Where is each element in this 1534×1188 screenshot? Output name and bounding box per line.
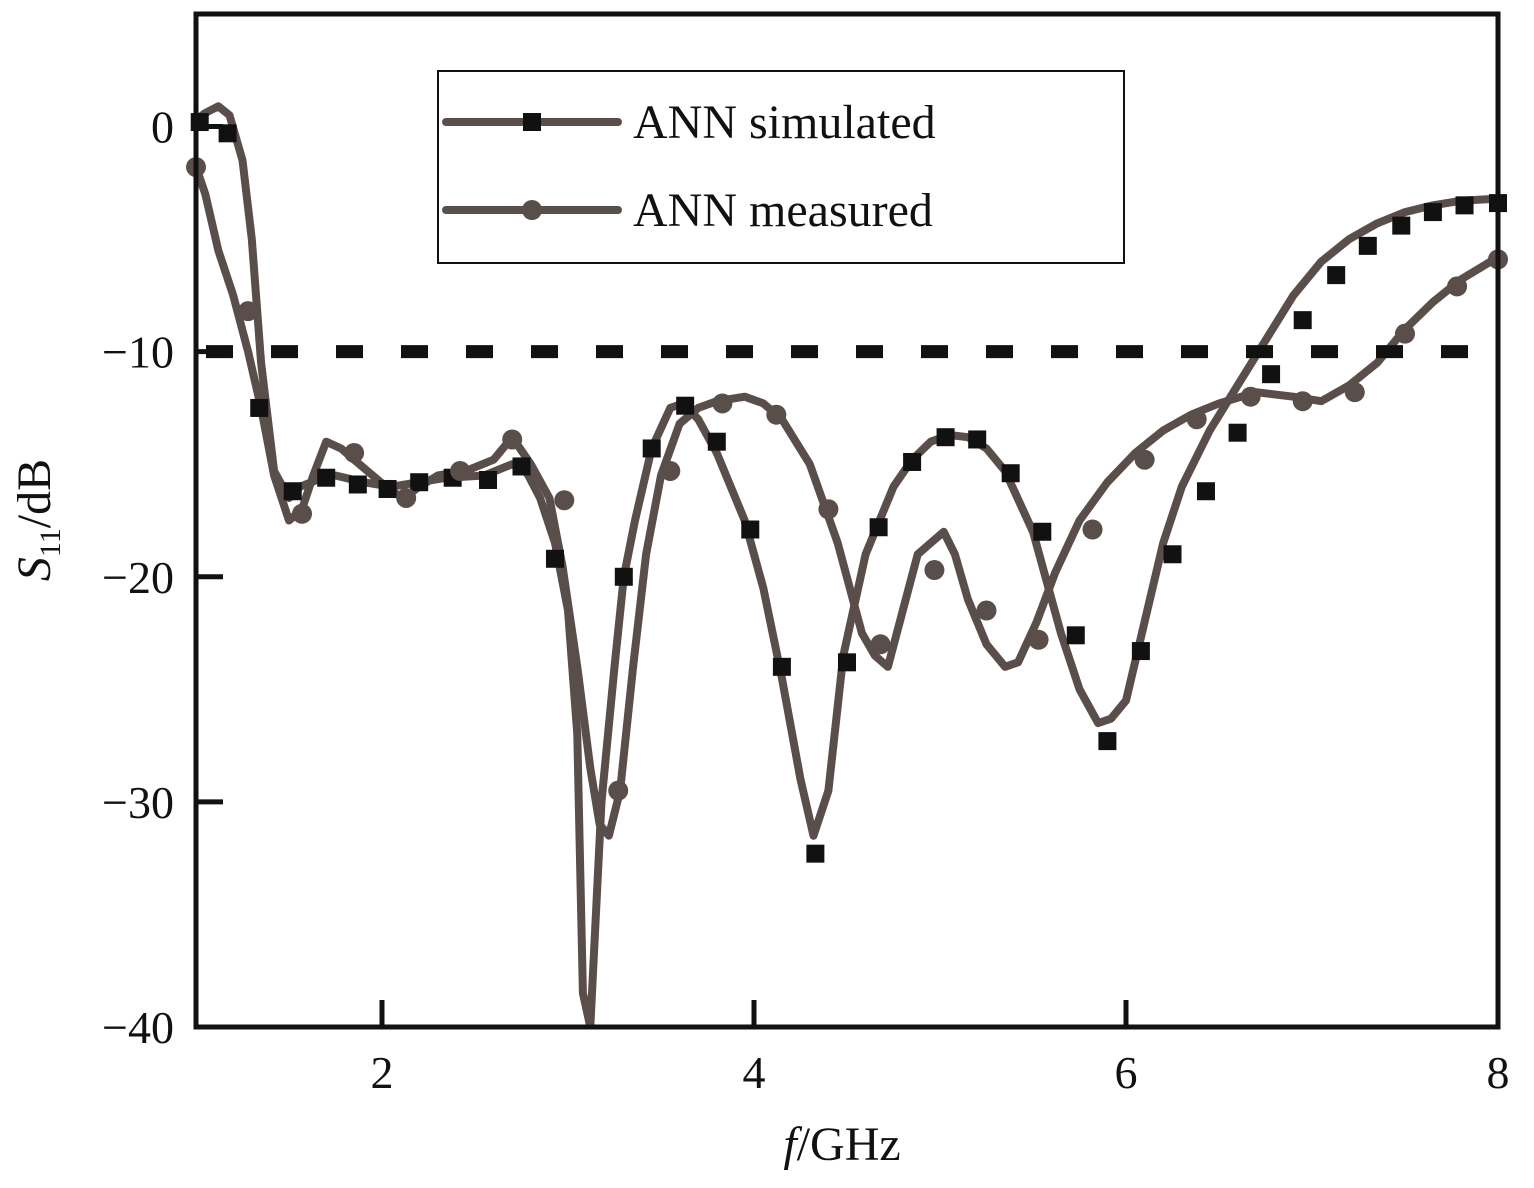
marker-ann-simulated (1066, 626, 1085, 645)
marker-ann-measured (660, 460, 681, 481)
marker-ann-measured (450, 460, 471, 481)
marker-ann-simulated (772, 657, 791, 676)
marker-ann-measured (608, 780, 629, 801)
marker-ann-simulated (614, 567, 633, 586)
marker-ann-simulated (479, 470, 498, 489)
marker-ann-simulated (838, 653, 856, 672)
marker-ann-measured (1082, 519, 1103, 540)
marker-ann-simulated (968, 430, 987, 449)
marker-ann-simulated (642, 439, 661, 458)
y-axis-label: S11/dB (8, 459, 67, 581)
marker-ann-measured (396, 487, 417, 508)
marker-ann-simulated (1098, 732, 1117, 751)
marker-ann-measured (1134, 449, 1155, 470)
marker-ann-measured (1344, 382, 1365, 403)
marker-ann-measured (1395, 323, 1415, 344)
marker-ann-simulated (903, 452, 922, 471)
marker-ann-measured (1028, 629, 1049, 650)
legend: ANN simulated ANN measured (437, 70, 1125, 264)
marker-ann-simulated (1001, 464, 1020, 483)
legend-label-ann-simulated: ANN simulated (633, 96, 936, 149)
legend-marker-ann-measured (522, 200, 542, 220)
marker-ann-simulated (1358, 236, 1377, 255)
marker-ann-simulated (1293, 311, 1312, 330)
marker-ann-measured (502, 429, 523, 450)
x-axis-label-unit: /GHz (797, 1118, 901, 1171)
marker-ann-simulated (1423, 203, 1442, 222)
marker-ann-simulated (545, 549, 564, 568)
x-tick-label: 6 (1115, 1047, 1138, 1098)
y-axis-label-unit: /dB (8, 459, 61, 528)
marker-ann-simulated (378, 479, 397, 498)
marker-ann-measured (1186, 409, 1207, 430)
marker-ann-simulated (741, 520, 760, 539)
marker-ann-measured (766, 404, 787, 425)
y-tick-label: 0 (151, 102, 174, 153)
marker-ann-simulated (1262, 365, 1281, 384)
legend-marker-ann-simulated (523, 113, 541, 131)
legend-label-ann-measured: ANN measured (633, 184, 933, 237)
marker-ann-simulated (1455, 196, 1474, 215)
series-line-ann-simulated (196, 102, 1498, 1027)
marker-ann-measured (1292, 391, 1313, 412)
tick-layer: 2 4 6 8 0 −10 −20 −30 −40 (102, 102, 1509, 1098)
y-tick-label: −30 (102, 777, 174, 828)
marker-ann-simulated (512, 457, 531, 476)
marker-ann-simulated (283, 482, 302, 501)
x-tick-label: 4 (743, 1047, 766, 1098)
marker-ann-simulated (676, 396, 695, 415)
series-line-ann-measured (196, 163, 1498, 840)
x-tick-label: 8 (1487, 1047, 1510, 1098)
marker-ann-measured (870, 634, 891, 655)
marker-ann-measured (712, 393, 733, 414)
marker-ann-simulated (348, 475, 367, 494)
marker-ann-simulated (1163, 545, 1182, 564)
y-tick-label: −20 (102, 552, 174, 603)
marker-ann-simulated (250, 398, 269, 417)
marker-ann-simulated (317, 468, 336, 487)
markers-layer (186, 113, 1508, 863)
marker-ann-measured (238, 301, 259, 322)
marker-ann-simulated (936, 428, 955, 447)
legend-box (437, 70, 1125, 264)
x-axis-label: f/GHz (783, 1118, 900, 1171)
marker-ann-measured (976, 600, 997, 621)
x-tick-label: 2 (371, 1047, 394, 1098)
marker-ann-measured (1447, 276, 1468, 297)
y-tick-label: −10 (102, 327, 174, 378)
marker-ann-measured (292, 503, 313, 524)
marker-ann-simulated (707, 432, 726, 451)
marker-ann-simulated (869, 518, 888, 537)
y-axis-label-italic: S (8, 557, 61, 581)
marker-ann-measured (554, 490, 575, 511)
marker-ann-simulated (1392, 216, 1411, 235)
y-tick-label: −40 (102, 1002, 174, 1053)
marker-ann-simulated (1228, 423, 1247, 442)
plot-frame (193, 11, 1501, 1030)
marker-ann-measured (344, 442, 365, 463)
marker-ann-simulated (410, 473, 429, 492)
marker-ann-measured (818, 499, 839, 520)
y-axis-label-subscript: 11 (34, 528, 67, 557)
marker-ann-simulated (1033, 522, 1052, 541)
marker-ann-simulated (1327, 266, 1346, 285)
marker-ann-simulated (218, 124, 237, 143)
marker-ann-simulated (1196, 482, 1215, 501)
marker-ann-measured (924, 560, 945, 581)
marker-ann-simulated (806, 844, 825, 863)
marker-ann-simulated (1131, 642, 1150, 661)
marker-ann-measured (1240, 386, 1261, 407)
